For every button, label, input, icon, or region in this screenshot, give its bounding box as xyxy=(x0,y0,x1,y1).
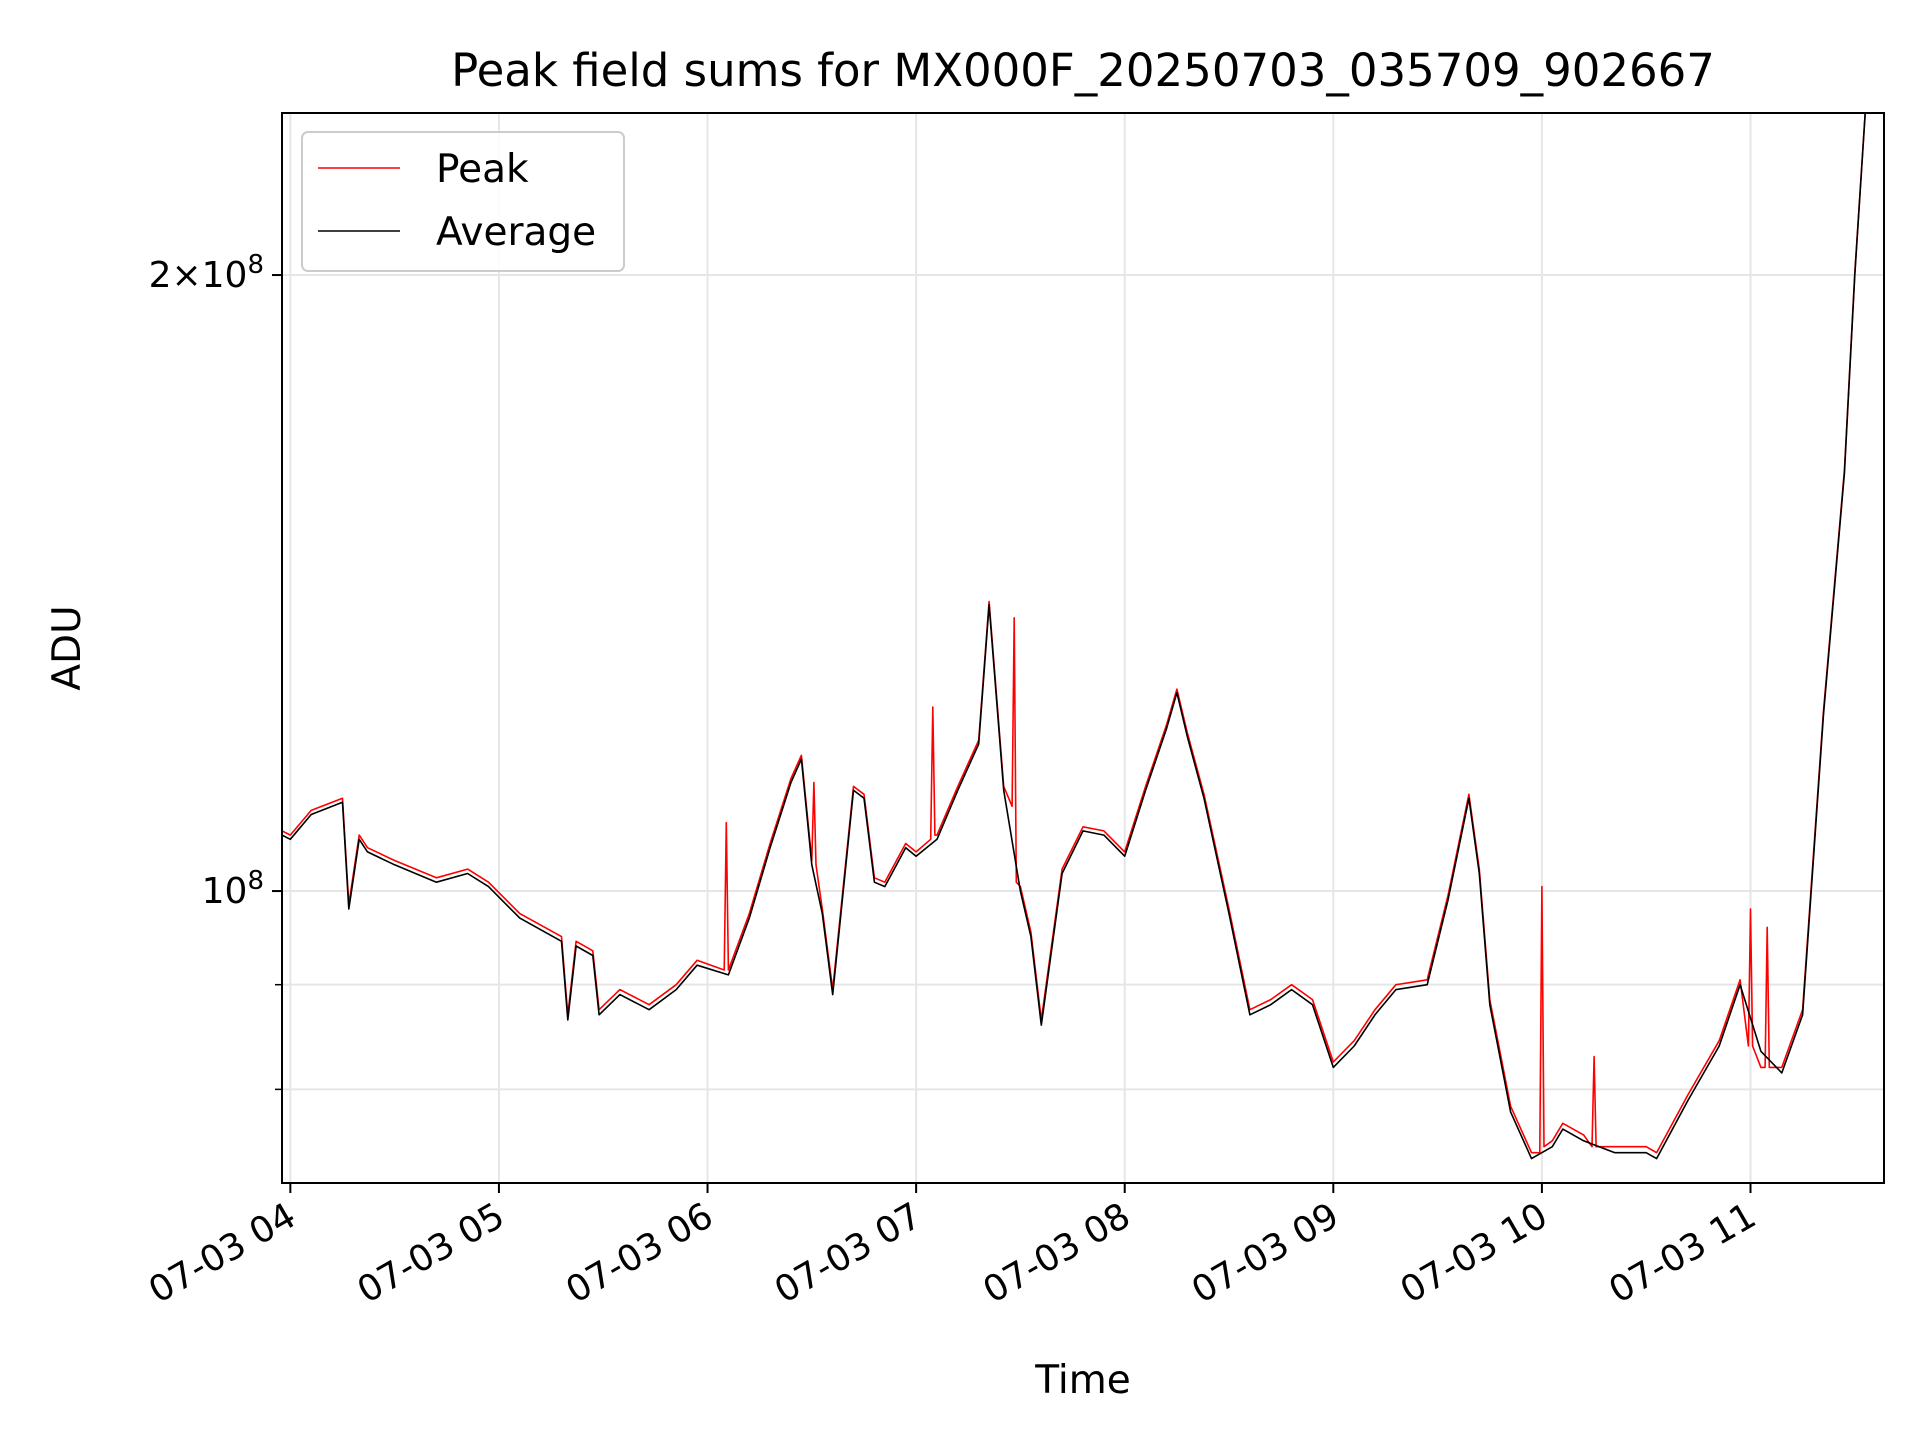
legend-box xyxy=(301,131,625,272)
legend: Peak Average xyxy=(301,131,625,272)
grid-lines xyxy=(282,113,1884,1183)
plot-frame xyxy=(281,112,1885,1184)
y-axis-label: ADU xyxy=(45,605,90,690)
legend-average-label: Average xyxy=(436,210,596,255)
peak-series-line xyxy=(282,113,1866,1154)
series-layer xyxy=(282,113,1866,1160)
chart-title: Peak field sums for MX000F_20250703_0357… xyxy=(451,44,1715,97)
y-tick-label: 2×108 xyxy=(149,250,264,296)
legend-peak-label: Peak xyxy=(436,147,529,192)
average-series-line xyxy=(282,113,1866,1160)
x-axis-label: Time xyxy=(1034,1358,1130,1403)
